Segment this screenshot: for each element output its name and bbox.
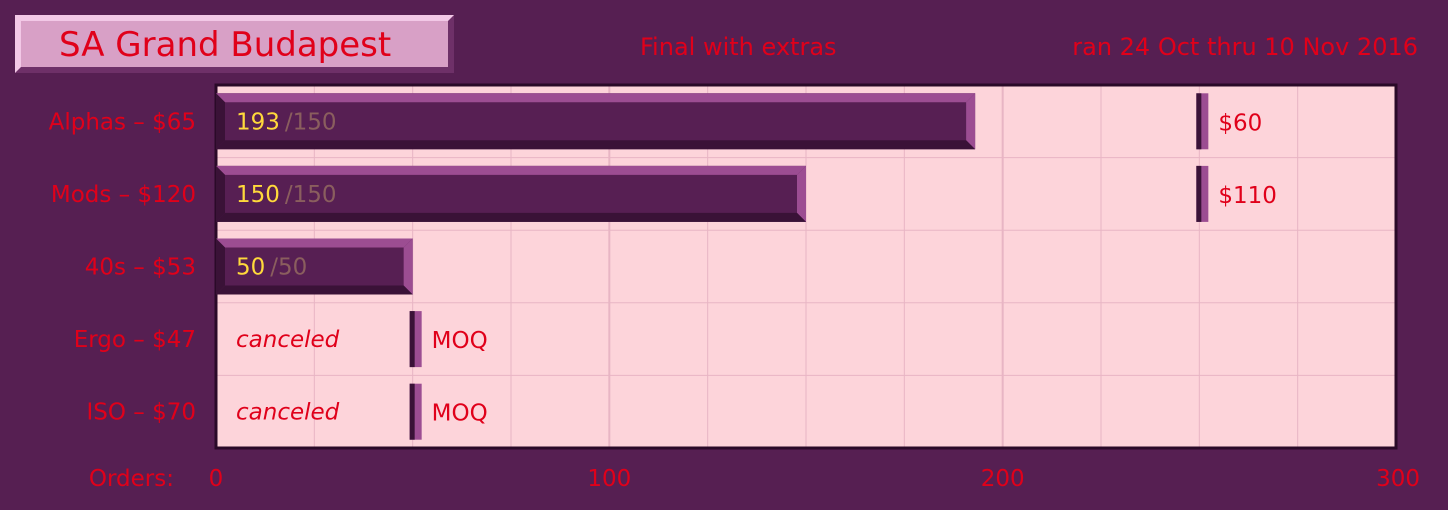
category-label: 40s – $53: [85, 255, 196, 281]
status-label: canceled: [236, 400, 340, 426]
bar-value-label: 193/150: [236, 109, 337, 135]
bar-bevel-top: [216, 165, 806, 175]
x-tick-label: 100: [587, 466, 631, 492]
marker-label: $110: [1218, 183, 1277, 209]
marker-tick-shade: [409, 311, 415, 368]
category-label: ISO – $70: [86, 400, 196, 426]
value-target: /50: [270, 255, 307, 281]
bar-bevel-bottom: [216, 285, 413, 295]
marker-tick-shade: [1196, 165, 1202, 222]
bar-value-label: 50/50: [236, 255, 307, 281]
value-count: 50: [236, 255, 265, 281]
date-range: ran 24 Oct thru 10 Nov 2016: [1072, 33, 1418, 61]
bar-bevel-top: [216, 93, 976, 103]
value-count: 150: [236, 182, 280, 208]
title-box: SA Grand Budapest: [15, 15, 454, 73]
x-axis-label: Orders:: [89, 466, 174, 492]
category-label: Alphas – $65: [49, 109, 196, 135]
marker-tick-shade: [409, 383, 415, 440]
bar-bevel-bottom: [216, 140, 976, 150]
bar-bevel-bottom: [216, 212, 806, 222]
value-count: 193: [236, 109, 280, 135]
value-target: /150: [285, 182, 337, 208]
bar-face: [216, 165, 806, 222]
category-label: Ergo – $47: [74, 327, 196, 353]
chart-title: SA Grand Budapest: [59, 25, 392, 65]
category-label: Mods – $120: [51, 182, 196, 208]
bar: [216, 165, 806, 222]
marker-tick-shade: [1196, 93, 1202, 150]
x-tick-label: 200: [981, 466, 1025, 492]
bar-face: [216, 93, 976, 150]
bar-bevel-right: [403, 238, 413, 295]
bar-bevel-left: [216, 93, 225, 150]
bar-bevel-right: [966, 93, 976, 150]
x-tick-label: 300: [1376, 466, 1420, 492]
bar: [216, 93, 976, 150]
bar-bevel-left: [216, 238, 225, 295]
bar: [216, 238, 413, 295]
marker-label: MOQ: [432, 401, 488, 427]
status-label: canceled: [236, 327, 340, 353]
bar-bevel-right: [797, 165, 806, 222]
bar-face: [216, 238, 413, 295]
x-tick-label: 0: [209, 466, 224, 492]
bar-value-label: 150/150: [236, 182, 337, 208]
marker-label: MOQ: [432, 328, 488, 354]
chart-subtitle: Final with extras: [640, 33, 837, 61]
bar-bevel-top: [216, 238, 413, 248]
marker-label: $60: [1218, 110, 1262, 136]
bar-bevel-left: [216, 165, 225, 222]
value-target: /150: [285, 109, 337, 135]
